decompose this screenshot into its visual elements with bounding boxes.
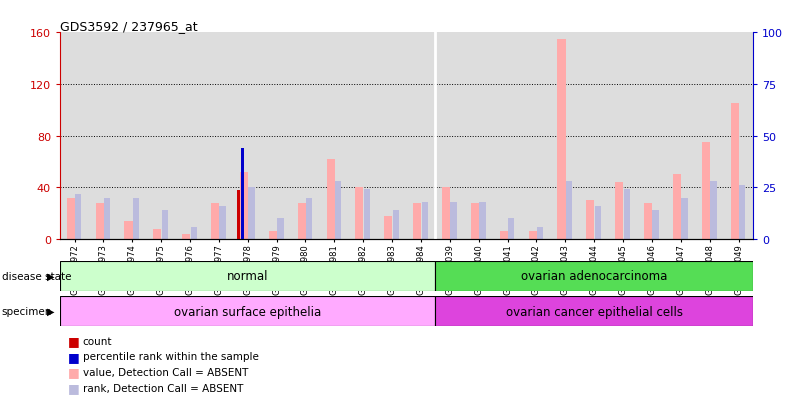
Bar: [450, 202, 457, 240]
Bar: [75, 194, 82, 240]
Bar: [739, 186, 746, 240]
Text: GDS3592 / 237965_at: GDS3592 / 237965_at: [60, 20, 198, 33]
Text: specimen: specimen: [2, 306, 52, 316]
Text: ovarian cancer epithelial cells: ovarian cancer epithelial cells: [505, 305, 682, 318]
Text: ▶: ▶: [46, 306, 54, 316]
Bar: [551, 33, 580, 240]
Bar: [364, 190, 370, 240]
Bar: [436, 261, 753, 291]
Bar: [442, 188, 450, 240]
Bar: [465, 33, 493, 240]
Bar: [320, 33, 348, 240]
Text: rank, Detection Call = ABSENT: rank, Detection Call = ABSENT: [83, 383, 243, 393]
Text: value, Detection Call = ABSENT: value, Detection Call = ABSENT: [83, 367, 248, 377]
Bar: [557, 40, 566, 240]
Bar: [240, 173, 248, 240]
Bar: [392, 211, 399, 240]
Bar: [384, 216, 392, 240]
Text: ovarian adenocarcinoma: ovarian adenocarcinoma: [521, 270, 667, 283]
Bar: [673, 175, 681, 240]
Bar: [89, 33, 118, 240]
Bar: [277, 219, 284, 240]
Bar: [695, 33, 724, 240]
Bar: [529, 232, 537, 240]
Bar: [666, 33, 695, 240]
Bar: [624, 190, 630, 240]
Bar: [269, 232, 277, 240]
Bar: [262, 33, 291, 240]
Bar: [291, 33, 320, 240]
Bar: [219, 206, 226, 240]
Bar: [356, 188, 364, 240]
Bar: [60, 33, 89, 240]
Text: ■: ■: [68, 334, 80, 347]
Bar: [586, 201, 594, 240]
Bar: [233, 33, 262, 240]
Bar: [182, 235, 191, 240]
Text: ▶: ▶: [46, 271, 54, 281]
Bar: [118, 33, 147, 240]
Bar: [644, 204, 652, 240]
Bar: [500, 232, 508, 240]
Bar: [724, 33, 753, 240]
Bar: [702, 143, 710, 240]
Bar: [133, 198, 139, 240]
Bar: [436, 33, 465, 240]
Bar: [335, 182, 341, 240]
Bar: [682, 198, 688, 240]
Text: ovarian surface epithelia: ovarian surface epithelia: [174, 305, 321, 318]
Bar: [594, 206, 601, 240]
Text: disease state: disease state: [2, 271, 71, 281]
Text: ■: ■: [68, 350, 80, 363]
Bar: [421, 202, 428, 240]
Bar: [609, 33, 638, 240]
Text: ■: ■: [68, 381, 80, 394]
Bar: [241, 149, 244, 240]
Bar: [162, 211, 168, 240]
Bar: [508, 219, 514, 240]
Bar: [653, 211, 659, 240]
Bar: [66, 198, 74, 240]
Bar: [436, 297, 753, 326]
Bar: [175, 33, 204, 240]
Bar: [248, 188, 255, 240]
Bar: [348, 33, 377, 240]
Bar: [493, 33, 522, 240]
Bar: [327, 159, 335, 240]
Bar: [298, 204, 306, 240]
Bar: [413, 204, 421, 240]
Bar: [537, 227, 543, 240]
Bar: [710, 182, 717, 240]
Text: normal: normal: [227, 270, 268, 283]
Bar: [471, 204, 479, 240]
Bar: [406, 33, 436, 240]
Bar: [211, 204, 219, 240]
Bar: [580, 33, 609, 240]
Bar: [147, 33, 175, 240]
Bar: [306, 198, 312, 240]
Text: count: count: [83, 336, 112, 346]
Bar: [95, 204, 103, 240]
Bar: [153, 229, 162, 240]
Text: percentile rank within the sample: percentile rank within the sample: [83, 351, 259, 361]
Bar: [191, 227, 197, 240]
Bar: [204, 33, 233, 240]
Text: ■: ■: [68, 366, 80, 379]
Bar: [377, 33, 406, 240]
Bar: [60, 297, 436, 326]
Bar: [60, 261, 436, 291]
Bar: [615, 183, 623, 240]
Bar: [638, 33, 666, 240]
Bar: [522, 33, 551, 240]
Bar: [104, 198, 111, 240]
Bar: [731, 104, 739, 240]
Bar: [237, 190, 240, 240]
Bar: [124, 221, 132, 240]
Bar: [479, 202, 485, 240]
Bar: [566, 182, 572, 240]
